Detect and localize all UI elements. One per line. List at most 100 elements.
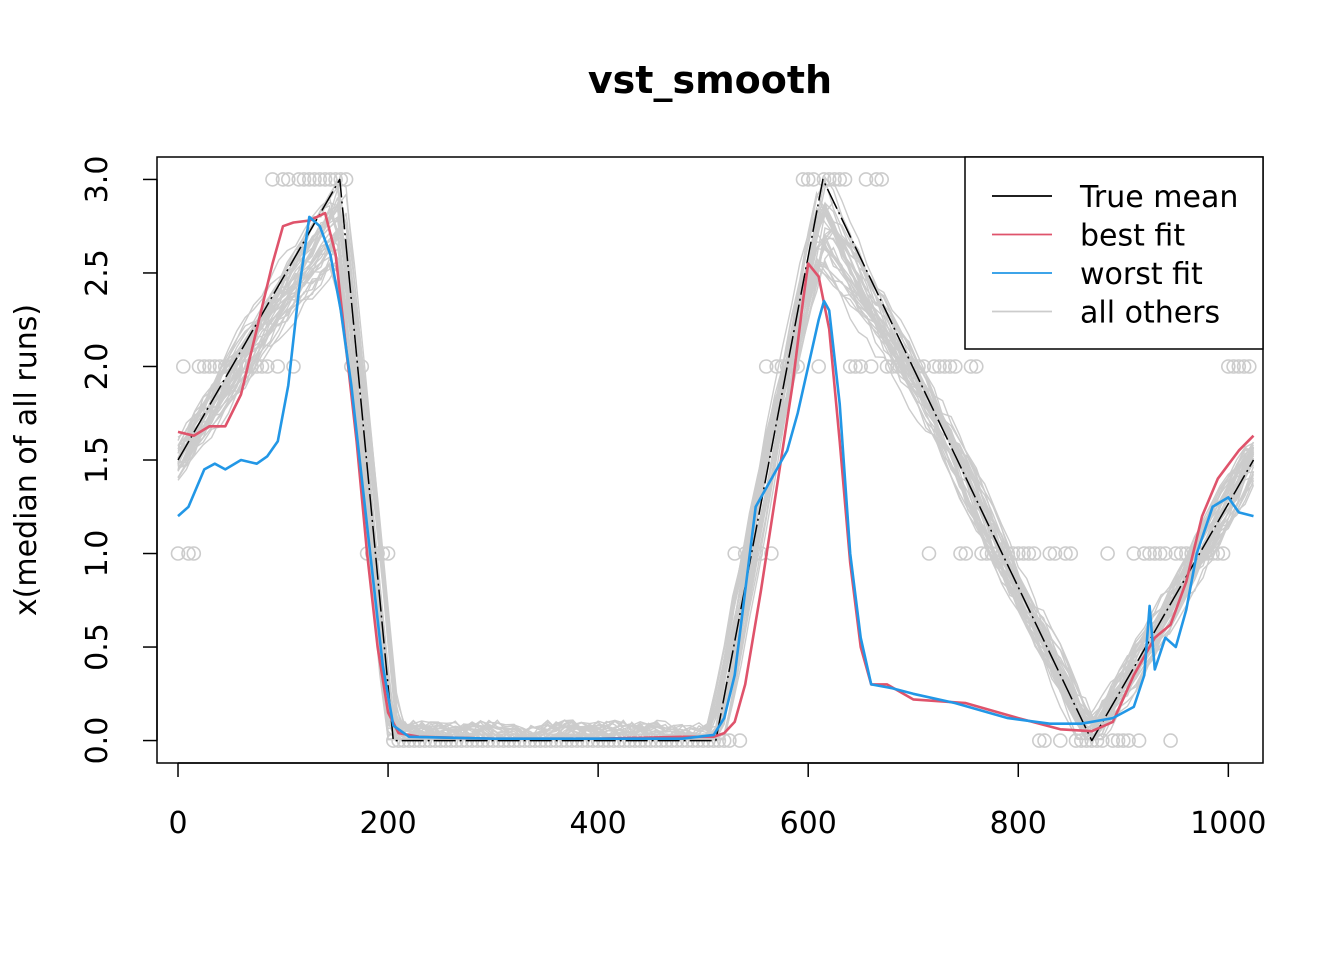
observation-point (974, 546, 989, 561)
observation-point (958, 546, 974, 561)
observation-point (942, 359, 958, 374)
observation-point (380, 546, 396, 561)
observation-point (1142, 546, 1157, 561)
observation-point (732, 733, 748, 748)
observation-point (1121, 733, 1136, 748)
y-tick-label: 2.0 (80, 343, 115, 391)
observation-point (249, 359, 265, 374)
observation-point (1226, 359, 1241, 374)
observation-point (307, 172, 322, 187)
x-tick-label: 1000 (1190, 806, 1266, 841)
observation-point (375, 546, 391, 561)
observation-point (1063, 546, 1079, 561)
x-axis: 0 200 400 600 800 1000 (168, 762, 1267, 841)
observation-point (1000, 546, 1016, 561)
observation-point (328, 172, 343, 187)
observation-point (722, 733, 737, 748)
observation-point (1058, 546, 1073, 561)
observation-point (1137, 546, 1152, 561)
observation-point (1068, 733, 1084, 748)
observation-point (837, 172, 853, 187)
observation-point (1089, 733, 1105, 748)
observation-point (291, 172, 307, 187)
observation-point (1079, 733, 1094, 748)
observation-point (1005, 546, 1021, 561)
observation-point (1242, 359, 1257, 374)
x-tick-label: 800 (990, 806, 1047, 841)
observation-point (1074, 733, 1089, 748)
observation-point (1110, 733, 1126, 748)
observation-point (1053, 733, 1068, 748)
observation-point (301, 172, 317, 187)
observation-point (1200, 546, 1215, 561)
observation-point (727, 546, 743, 561)
observation-point (963, 359, 979, 374)
observation-point (280, 172, 296, 187)
observation-point (858, 172, 874, 187)
observation-point (354, 359, 370, 374)
observation-point (979, 546, 995, 561)
y-tick-label: 0.0 (80, 717, 115, 765)
observation-point (832, 172, 848, 187)
observation-point (869, 172, 884, 187)
observation-point (186, 546, 202, 561)
observation-point (1021, 546, 1037, 561)
legend-label: worst fit (1080, 257, 1203, 292)
main-series-layer (177, 178, 1255, 742)
observation-point (254, 359, 270, 374)
observation-point (816, 172, 832, 187)
observation-point (890, 359, 905, 374)
observation-point (884, 359, 900, 374)
observation-point (223, 359, 238, 374)
observation-point (1205, 546, 1220, 561)
observation-point (1105, 733, 1121, 748)
observation-point (853, 359, 869, 374)
observation-point (1173, 546, 1189, 561)
observation-point (800, 172, 816, 187)
observation-point (259, 359, 275, 374)
observation-point (1042, 546, 1058, 561)
observation-point (181, 546, 196, 561)
observation-point (811, 359, 827, 374)
observation-point (1126, 546, 1142, 561)
observation-point (900, 359, 916, 374)
observation-point (1221, 359, 1236, 374)
legend-box (964, 156, 1264, 350)
observation-point (244, 359, 259, 374)
observation-point (296, 172, 312, 187)
observation-point (1084, 733, 1100, 748)
observation-point (1100, 546, 1115, 561)
observation-point (1026, 546, 1042, 561)
observation-point (989, 546, 1005, 561)
observation-point (842, 359, 858, 374)
observation-point (1215, 546, 1231, 561)
observation-point (275, 172, 291, 187)
series-line-worst-fit (177, 215, 1254, 740)
y-tick-label: 1.0 (80, 530, 115, 578)
x-tick-label: 200 (359, 806, 416, 841)
observation-point (1236, 359, 1252, 374)
observation-point (1152, 546, 1168, 561)
observation-point (343, 359, 359, 374)
observation-point (1231, 359, 1247, 374)
observation-point (176, 359, 191, 374)
observation-point (207, 359, 223, 374)
observation-point (874, 172, 890, 187)
observation-point (806, 172, 821, 187)
x-tick-label: 400 (570, 806, 627, 841)
observation-point (286, 359, 301, 374)
y-axis: 0.0 0.5 1.0 1.5 2.0 2.5 3.0 (80, 156, 158, 765)
legend-label: best fit (1080, 219, 1185, 254)
observation-point (270, 359, 286, 374)
observation-point (202, 359, 217, 374)
chart-title: vst_smooth (588, 58, 832, 102)
observation-point (947, 359, 963, 374)
observation-point (197, 359, 212, 374)
observation-point (769, 359, 785, 374)
observation-point (968, 359, 984, 374)
observation-point (1131, 733, 1147, 748)
observation-point (1116, 733, 1131, 748)
observation-point (764, 546, 779, 561)
